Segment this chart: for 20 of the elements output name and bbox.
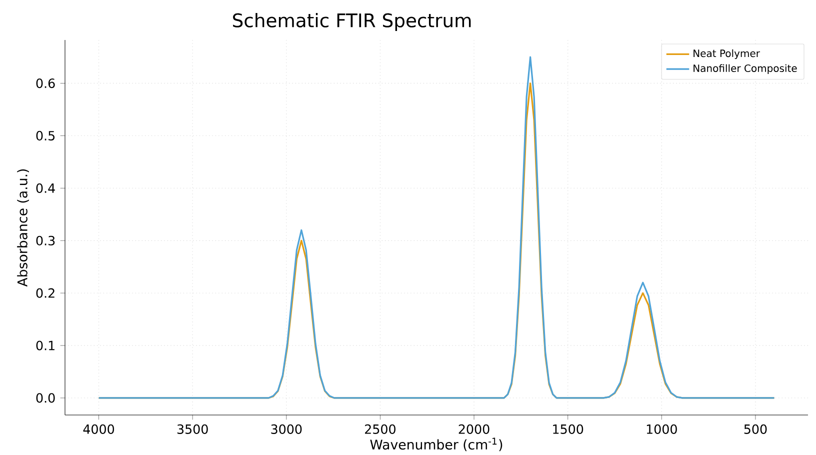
x-tick-label: 2500 — [365, 424, 396, 434]
y-tick-label: 0.0 — [36, 393, 55, 403]
x-axis-title: Wavenumber (cm$^{-1}$) — [370, 438, 502, 452]
x-tick-label: 4000 — [83, 424, 114, 434]
y-tick-label: 0.3 — [36, 236, 55, 246]
x-tick-label: 3500 — [177, 424, 208, 434]
y-tick-label: 0.6 — [36, 78, 55, 88]
y-tick-label: 0.1 — [36, 340, 54, 350]
x-tick-label: 3000 — [271, 424, 302, 434]
x-tick-label: 1500 — [553, 424, 584, 434]
y-axis-title: Absorbance (a.u.) — [17, 169, 29, 287]
y-tick-label: 0.4 — [36, 183, 55, 193]
x-tick-label: 500 — [744, 424, 767, 434]
x-tick-label: 1000 — [646, 424, 677, 434]
y-tick-label: 0.2 — [36, 288, 54, 298]
x-tick-label: 2000 — [458, 424, 490, 434]
chart-title: Schematic FTIR Spectrum — [233, 12, 471, 32]
legend-label: Neat Polymer — [694, 49, 760, 60]
y-tick-label: 0.5 — [36, 130, 55, 141]
legend-label: Nanofiller Composite — [694, 64, 797, 74]
